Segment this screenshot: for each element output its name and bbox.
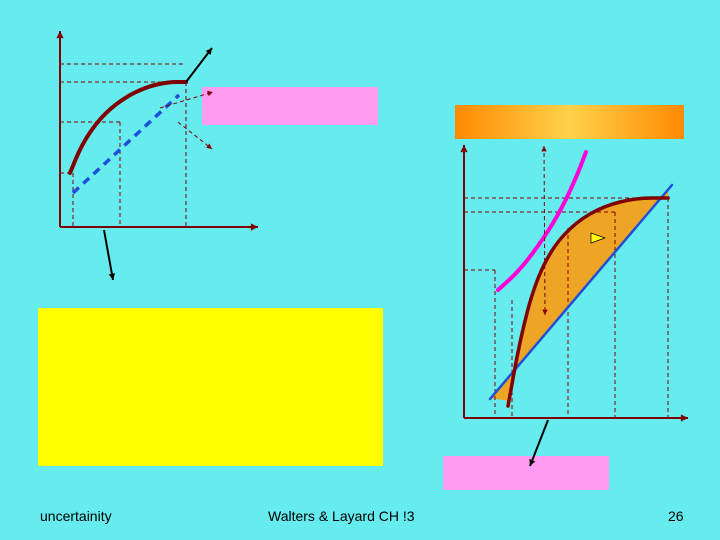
footer-center: Walters & Layard CH !3 — [268, 508, 415, 524]
footer-left: uncertainity — [40, 508, 112, 524]
slide-canvas: uncertainity Walters & Layard CH !3 26 — [0, 0, 720, 540]
footer-page-number: 26 — [668, 508, 684, 524]
diagram-svg — [0, 0, 720, 540]
